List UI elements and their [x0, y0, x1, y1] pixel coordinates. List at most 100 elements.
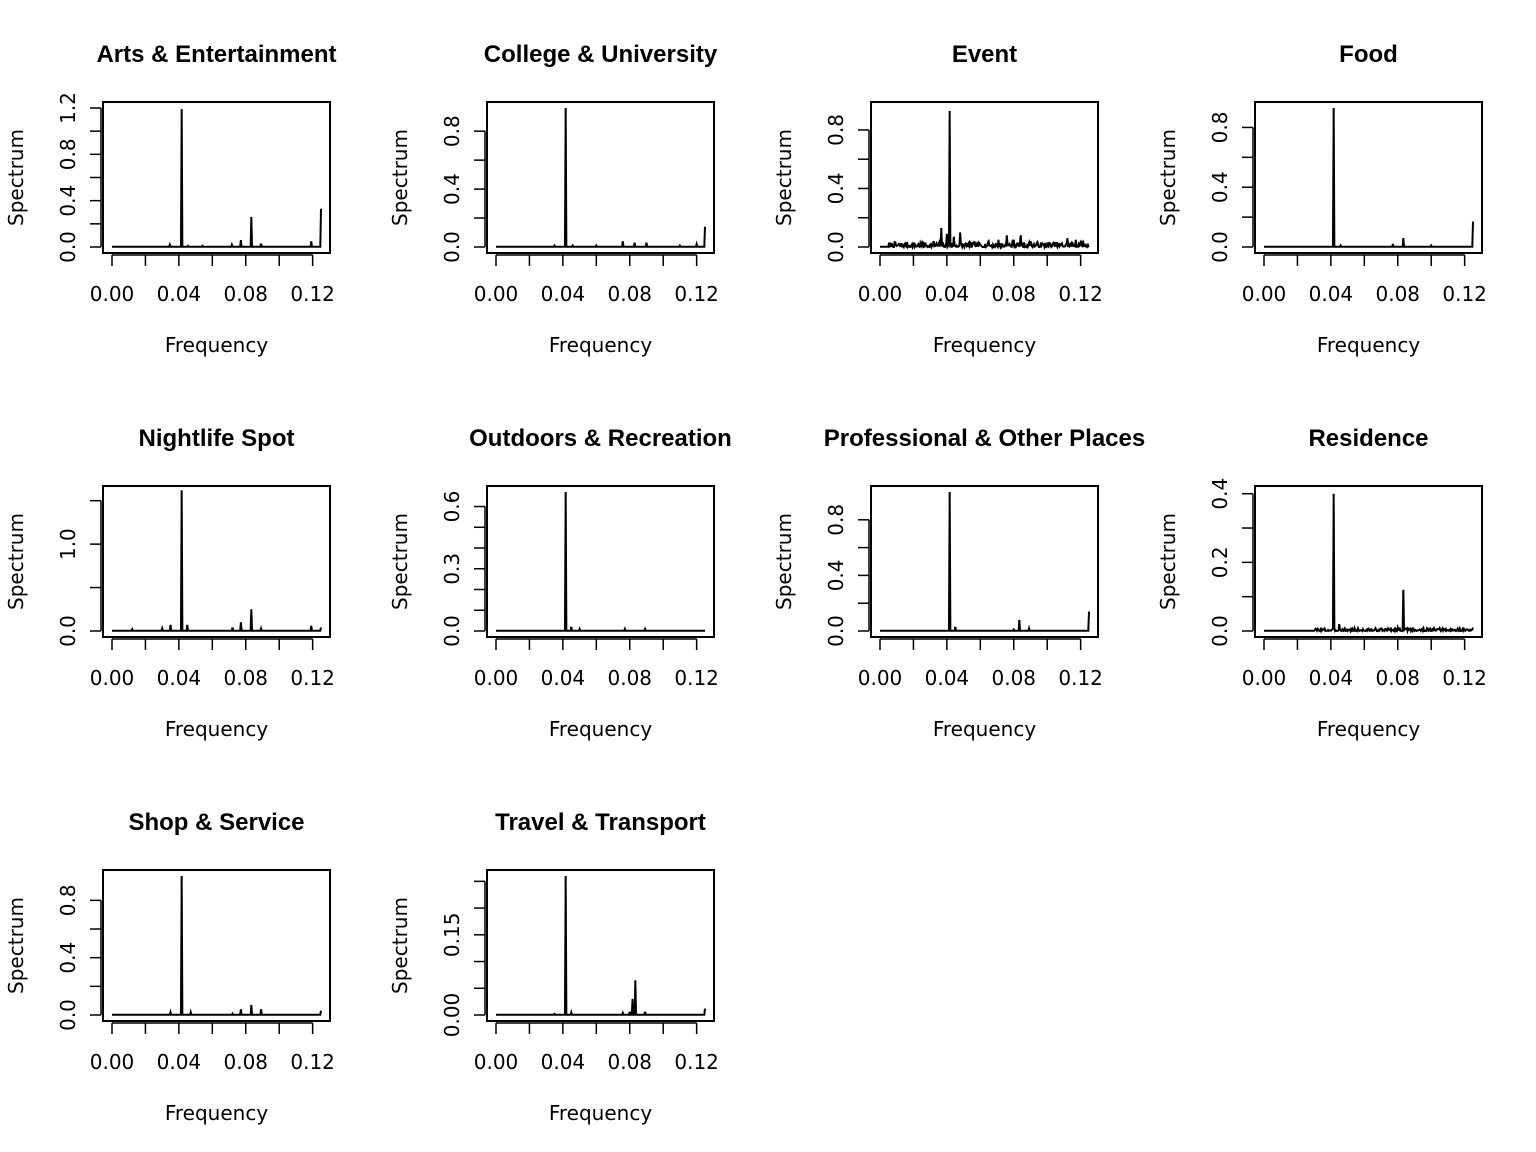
- x-tick-label: 0.04: [1309, 666, 1354, 690]
- spectrum-panel: Food 0.00 0.04 0.08 0.12 0.0 0.4 0.8 Frequency Sp…: [1156, 41, 1487, 357]
- panel-title: Arts & Entertainment: [96, 41, 336, 68]
- spectrum-series-line: [1264, 107, 1474, 248]
- spectrum-panel: Arts & Entertainment 0.00 0.04 0.08 0.12 0.0 0…: [4, 41, 337, 357]
- x-tick-label: 0.00: [1242, 282, 1287, 306]
- x-tick-label: 0.04: [1309, 282, 1354, 306]
- x-tick-label: 0.00: [1242, 666, 1287, 690]
- x-tick-label: 0.08: [223, 666, 268, 690]
- x-axis-label: Frequency: [933, 333, 1036, 357]
- y-axis-label: Spectrum: [388, 129, 412, 226]
- x-tick-label: 0.00: [90, 666, 135, 690]
- y-tick-label: 0.6: [440, 491, 464, 523]
- y-tick-label: 1.2: [56, 92, 80, 124]
- plot-frame: [102, 101, 331, 254]
- x-axis-label: Frequency: [165, 717, 268, 741]
- spectrum-series-line: [1264, 493, 1474, 635]
- x-axis-label: Frequency: [549, 717, 652, 741]
- spectrum-series-line: [880, 110, 1090, 251]
- x-axis-label: Frequency: [165, 333, 268, 357]
- spectrum-panel: Residence 0.00 0.04 0.08 0.12 0.0 0.2 0.4 Freque…: [1156, 425, 1487, 741]
- x-tick-label: 0.00: [474, 666, 519, 690]
- x-tick-label: 0.00: [474, 1050, 519, 1074]
- y-tick-label: 0.0: [824, 231, 848, 263]
- x-tick-label: 0.00: [858, 666, 903, 690]
- spectrum-series-line: [496, 107, 706, 248]
- y-tick-label: 0.8: [56, 884, 80, 916]
- x-axis-label: Frequency: [165, 1101, 268, 1125]
- x-tick-label: 0.12: [674, 666, 719, 690]
- spectrum-series-line: [880, 491, 1090, 632]
- x-tick-label: 0.12: [1442, 282, 1487, 306]
- y-tick-label: 0.4: [56, 942, 80, 974]
- y-tick-label: 0.4: [824, 173, 848, 205]
- x-tick-label: 0.08: [1375, 282, 1420, 306]
- spectrum-panel: Shop & Service 0.00 0.04 0.08 0.12 0.0 0.4 0.8 F…: [4, 809, 335, 1125]
- panel-title: Professional & Other Places: [824, 425, 1145, 452]
- y-tick-label: 0.8: [1208, 112, 1232, 144]
- plot-frame: [486, 869, 715, 1022]
- spectrum-series-line: [112, 109, 322, 248]
- y-tick-label: 0.4: [440, 173, 464, 205]
- x-tick-label: 0.04: [157, 1050, 202, 1074]
- x-tick-label: 0.12: [290, 1050, 335, 1074]
- y-tick-label: 0.0: [56, 231, 80, 263]
- x-tick-label: 0.00: [90, 282, 135, 306]
- x-tick-label: 0.08: [607, 1050, 652, 1074]
- x-tick-label: 0.08: [1375, 666, 1420, 690]
- panel-title: Shop & Service: [128, 809, 304, 836]
- x-tick-label: 0.04: [541, 1050, 586, 1074]
- x-tick-label: 0.04: [541, 666, 586, 690]
- x-tick-label: 0.12: [674, 282, 719, 306]
- y-tick-label: 0.8: [824, 504, 848, 536]
- spectrum-panel: College & University 0.00 0.04 0.08 0.12 0.0 0…: [388, 41, 719, 357]
- y-axis-label: Spectrum: [388, 513, 412, 610]
- plot-frame: [870, 485, 1099, 638]
- y-axis-label: Spectrum: [388, 897, 412, 994]
- panel-title: College & University: [484, 41, 718, 68]
- x-tick-label: 0.12: [674, 1050, 719, 1074]
- x-tick-label: 0.00: [858, 282, 903, 306]
- x-tick-label: 0.08: [607, 666, 652, 690]
- spectrum-series-line: [112, 490, 322, 632]
- y-tick-label: 0.0: [440, 231, 464, 263]
- y-tick-label: 1.0: [56, 528, 80, 560]
- y-tick-label: 0.8: [440, 115, 464, 147]
- panel-title: Residence: [1308, 425, 1428, 452]
- x-axis-label: Frequency: [549, 1101, 652, 1125]
- spectrum-series-line: [112, 875, 322, 1016]
- spectrum-panel: Professional & Other Places 0.00 0.04 0.08 0…: [772, 425, 1145, 741]
- x-tick-label: 0.08: [991, 666, 1036, 690]
- y-axis-label: Spectrum: [1156, 513, 1180, 610]
- y-tick-label: 0.4: [1208, 171, 1232, 203]
- x-tick-label: 0.12: [1058, 282, 1103, 306]
- x-axis-label: Frequency: [1317, 717, 1420, 741]
- x-tick-label: 0.12: [1442, 666, 1487, 690]
- y-tick-label: 0.4: [56, 185, 80, 217]
- x-tick-label: 0.04: [925, 282, 970, 306]
- plot-frame: [486, 101, 715, 254]
- y-tick-label: 0.0: [56, 999, 80, 1031]
- y-axis-label: Spectrum: [4, 513, 28, 610]
- spectrum-panel: Outdoors & Recreation 0.00 0.04 0.08 0.12 0.0…: [388, 425, 732, 741]
- x-tick-label: 0.08: [223, 1050, 268, 1074]
- x-tick-label: 0.00: [474, 282, 519, 306]
- plot-frame: [486, 485, 715, 638]
- x-tick-label: 0.04: [157, 282, 202, 306]
- plot-frame: [102, 485, 331, 638]
- y-tick-label: 0.00: [440, 993, 464, 1038]
- y-tick-label: 0.0: [1208, 615, 1232, 647]
- spectrum-panel: Event 0.00 0.04 0.08 0.12 0.0 0.4 0.8 Frequency S…: [772, 41, 1103, 357]
- x-tick-label: 0.00: [90, 1050, 135, 1074]
- x-axis-label: Frequency: [1317, 333, 1420, 357]
- x-tick-label: 0.04: [925, 666, 970, 690]
- panel-title: Event: [952, 41, 1017, 68]
- y-tick-label: 0.15: [440, 913, 464, 958]
- x-tick-label: 0.04: [157, 666, 202, 690]
- plot-frame: [1254, 101, 1483, 254]
- spectrum-panel: Nightlife Spot 0.00 0.04 0.08 0.12 0.0 1.0 Freq…: [4, 425, 335, 741]
- x-tick-label: 0.12: [290, 666, 335, 690]
- panel-title: Travel & Transport: [495, 809, 706, 836]
- x-tick-label: 0.12: [1058, 666, 1103, 690]
- y-tick-label: 0.2: [1208, 546, 1232, 578]
